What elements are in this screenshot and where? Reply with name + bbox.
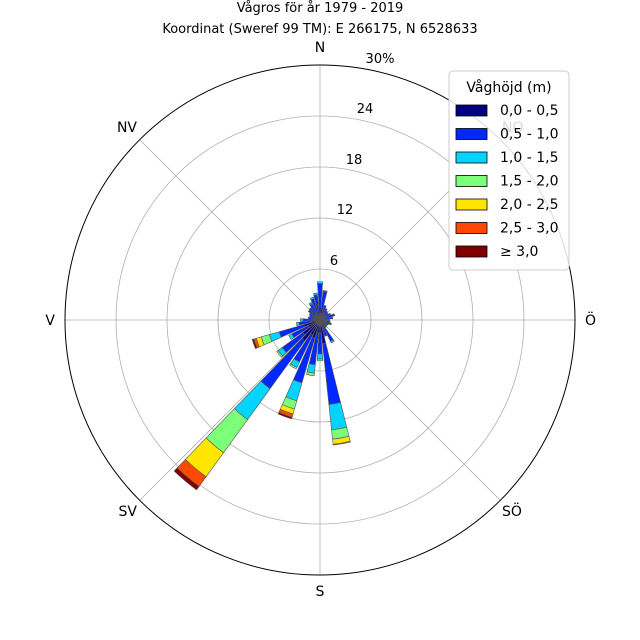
chart-subtitle: Koordinat (Sweref 99 TM): E 266175, N 65… — [162, 22, 477, 37]
rose-bar-190-bin-4 — [306, 371, 315, 377]
rose-bar-70-bin-2 — [325, 313, 336, 319]
rose-bar-300-bin-2 — [308, 312, 317, 319]
radial-tick-6: 6 — [330, 254, 338, 269]
rose-bar-20-bin-2 — [321, 304, 327, 315]
rose-bar-240-bin-3 — [288, 333, 295, 340]
rose-bar-270-bin-3 — [300, 318, 304, 322]
legend-swatch-4 — [455, 175, 488, 187]
rose-bar-10-bin-3 — [322, 290, 328, 293]
legend-swatch-2 — [455, 128, 488, 140]
dir-label-n: N — [315, 40, 325, 56]
rose-bar-170-bin-3 — [328, 402, 348, 431]
rose-bars — [173, 281, 351, 491]
rose-bar-80-bin-2 — [324, 316, 334, 320]
rose-bar-230-bin-4 — [276, 350, 284, 358]
radial-tick-18: 18 — [346, 153, 363, 168]
rose-bar-260-bin-3 — [296, 321, 300, 327]
legend-swatch-7 — [455, 245, 488, 258]
dir-label-so: SÖ — [502, 502, 522, 520]
rose-bar-0-bin-3 — [317, 281, 323, 284]
rose-bar-120-bin-2 — [323, 321, 329, 326]
rose-bar-280-bin-2 — [307, 316, 316, 320]
rose-bar-160-bin-2 — [321, 325, 328, 337]
radial-tick-12: 12 — [337, 203, 354, 218]
rose-bar-180-bin-3 — [316, 353, 324, 360]
rose-bar-200-bin-7 — [277, 412, 293, 420]
rose-bar-140-bin-2 — [322, 322, 327, 328]
rose-bar-60-bin-2 — [323, 312, 332, 319]
rose-bar-100-bin-2 — [323, 320, 331, 323]
rose-bar-220-bin-7 — [173, 467, 200, 491]
rose-bar-350-bin-3 — [313, 292, 318, 296]
rose-bar-180-bin-4 — [316, 358, 324, 362]
dir-label-sv: SV — [119, 504, 138, 520]
rose-bar-50-bin-2 — [323, 312, 329, 318]
legend-title: Våghöjd (m) — [466, 79, 551, 96]
rose-bar-30-bin-2 — [322, 308, 328, 316]
legend-label-3: 1,0 - 1,5 — [500, 150, 558, 166]
legend-swatch-6 — [455, 222, 488, 234]
legend-swatch-5 — [455, 198, 488, 211]
legend-label-2: 0,5 - 1,0 — [500, 127, 558, 143]
rose-bar-110-bin-2 — [324, 321, 332, 326]
rose-bar-310-bin-2 — [307, 309, 317, 317]
radial-tick-30: 30% — [366, 52, 395, 67]
rose-bar-320-bin-2 — [308, 307, 317, 317]
rose-bar-40-bin-2 — [322, 310, 329, 317]
legend-label-1: 0,0 - 0,5 — [500, 103, 558, 119]
radial-tick-labels: 6 12 18 24 30% — [330, 52, 395, 269]
rose-bar-190-bin-3 — [306, 363, 316, 374]
rose-bar-250-bin-7 — [251, 338, 258, 350]
rose-bar-290-bin-2 — [309, 315, 316, 319]
radial-tick-24: 24 — [357, 102, 374, 117]
legend-swatch-1 — [455, 104, 488, 117]
chart-title: Vågros för år 1979 - 2019 — [237, 1, 404, 16]
legend-label-6: 2,5 - 3,0 — [500, 221, 558, 237]
rose-bar-340-bin-3 — [309, 296, 315, 301]
legend: Våghöjd (m) 0,0 - 0,5 0,5 - 1,0 1,0 - 1,5 1… — [448, 70, 570, 271]
dir-label-o: Ö — [585, 311, 596, 329]
rose-bar-170-bin-6 — [332, 440, 351, 446]
dir-label-v: V — [45, 313, 55, 329]
dir-label-s: S — [316, 584, 325, 600]
legend-label-4: 1,5 - 2,0 — [500, 174, 558, 190]
legend-label-5: 2,0 - 2,5 — [500, 197, 558, 213]
rose-bar-150-bin-3 — [330, 339, 335, 344]
rose-bar-210-bin-4 — [289, 363, 298, 370]
legend-frame — [448, 70, 570, 271]
dir-label-nv: NV — [117, 120, 137, 136]
rose-bar-170-bin-2 — [322, 342, 341, 405]
outer-frame — [64, 64, 576, 576]
rose-bar-330-bin-3 — [308, 302, 313, 306]
legend-swatch-3 — [455, 151, 488, 164]
legend-label-7: ≥ 3,0 — [500, 244, 538, 260]
